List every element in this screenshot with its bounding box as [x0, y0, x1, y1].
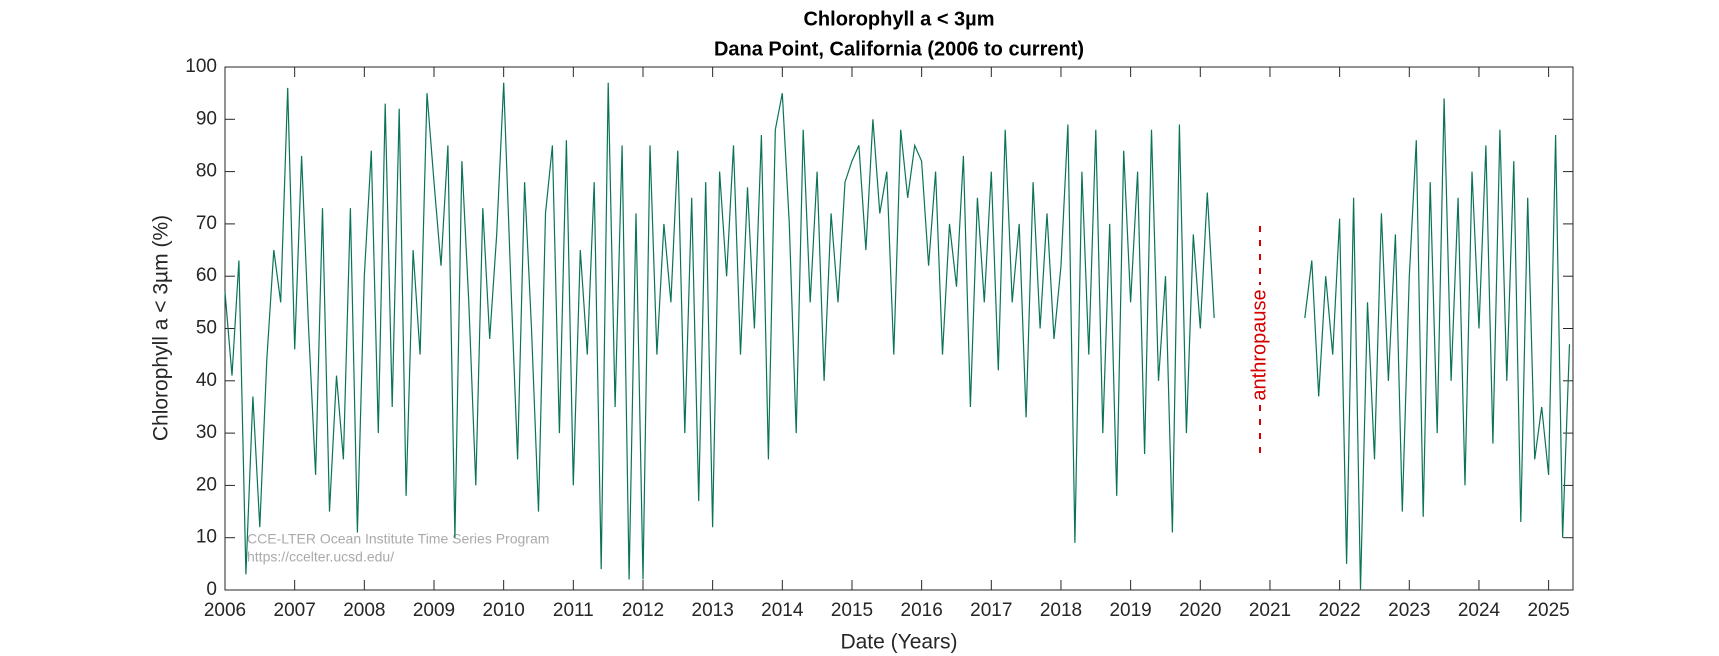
x-tick-label: 2019 [1109, 600, 1151, 621]
x-tick-label: 2013 [692, 600, 734, 621]
watermark: CCE-LTER Ocean Institute Time Series Pro… [247, 531, 549, 547]
x-tick-label: 2007 [274, 600, 316, 621]
y-tick-label: 80 [196, 161, 217, 182]
chart-subtitle: Dana Point, California (2006 to current) [714, 38, 1084, 60]
x-tick-label: 2008 [343, 600, 385, 621]
y-tick-label: 50 [196, 318, 217, 339]
x-tick-label: 2011 [553, 600, 594, 621]
y-tick-label: 40 [196, 370, 217, 391]
y-tick-label: 90 [196, 108, 217, 129]
x-axis-label: Date (Years) [840, 631, 957, 654]
x-tick-label: 2015 [831, 600, 873, 621]
y-axis-label: Chlorophyll a < 3µm (%) [150, 215, 173, 441]
x-tick-label: 2023 [1388, 600, 1430, 621]
plot-frame [224, 66, 1574, 591]
data-line [224, 82, 1571, 591]
x-tick-label: 2025 [1527, 600, 1569, 621]
x-tick-label: 2017 [970, 600, 1012, 621]
x-tick-label: 2006 [204, 600, 246, 621]
annotation-text: anthropause [1248, 289, 1270, 400]
x-tick-label: 2012 [622, 600, 664, 621]
x-tick-label: 2016 [901, 600, 943, 621]
y-tick-label: 30 [196, 422, 217, 443]
x-tick-label: 2020 [1179, 600, 1221, 621]
y-tick-label: 100 [185, 56, 217, 77]
y-tick-label: 60 [196, 265, 217, 286]
y-tick-label: 10 [196, 527, 217, 548]
y-tick-label: 20 [196, 474, 217, 495]
x-tick-label: 2010 [483, 600, 525, 621]
x-tick-label: 2022 [1318, 600, 1360, 621]
x-tick-label: 2014 [761, 600, 804, 621]
x-tick-label: 2024 [1458, 600, 1501, 621]
x-tick-label: 2018 [1040, 600, 1082, 621]
x-tick-label: 2021 [1249, 600, 1291, 621]
y-tick-label: 0 [206, 579, 217, 600]
y-tick-label: 70 [196, 213, 217, 234]
chart-title: Chlorophyll a < 3µm [803, 8, 994, 30]
annotation: anthropause [1248, 226, 1270, 460]
x-tick-label: 2009 [413, 600, 455, 621]
watermark: https://ccelter.ucsd.edu/ [247, 549, 394, 565]
